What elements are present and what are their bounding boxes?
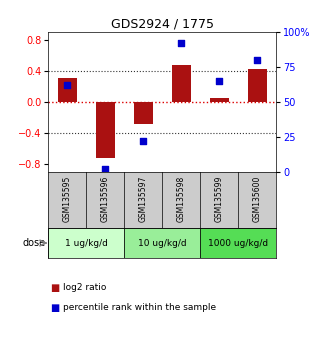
Text: 10 ug/kg/d: 10 ug/kg/d bbox=[138, 239, 187, 247]
Bar bbox=[124, 228, 200, 258]
Bar bbox=[96, 102, 115, 158]
Text: dose: dose bbox=[22, 238, 46, 248]
Text: ■: ■ bbox=[50, 283, 59, 293]
Bar bbox=[200, 228, 276, 258]
Point bbox=[255, 57, 260, 63]
Bar bbox=[134, 102, 152, 124]
Bar bbox=[247, 69, 266, 102]
Bar bbox=[58, 79, 77, 102]
Point bbox=[178, 40, 184, 46]
Text: 1000 ug/kg/d: 1000 ug/kg/d bbox=[208, 239, 268, 247]
Bar bbox=[172, 65, 191, 102]
Text: GSM135595: GSM135595 bbox=[63, 175, 72, 222]
Point bbox=[141, 138, 146, 144]
Text: GSM135598: GSM135598 bbox=[177, 176, 186, 222]
Text: 1 ug/kg/d: 1 ug/kg/d bbox=[65, 239, 108, 247]
Text: percentile rank within the sample: percentile rank within the sample bbox=[63, 303, 216, 312]
Text: GSM135597: GSM135597 bbox=[139, 175, 148, 222]
Text: GSM135599: GSM135599 bbox=[214, 175, 224, 222]
Text: GSM135600: GSM135600 bbox=[253, 175, 262, 222]
Bar bbox=[48, 228, 124, 258]
Title: GDS2924 / 1775: GDS2924 / 1775 bbox=[111, 18, 213, 31]
Point bbox=[102, 166, 108, 172]
Point bbox=[65, 82, 70, 88]
Point bbox=[216, 78, 221, 84]
Bar bbox=[210, 98, 229, 102]
Text: log2 ratio: log2 ratio bbox=[63, 283, 106, 292]
Text: ■: ■ bbox=[50, 303, 59, 313]
Text: GSM135596: GSM135596 bbox=[100, 175, 110, 222]
